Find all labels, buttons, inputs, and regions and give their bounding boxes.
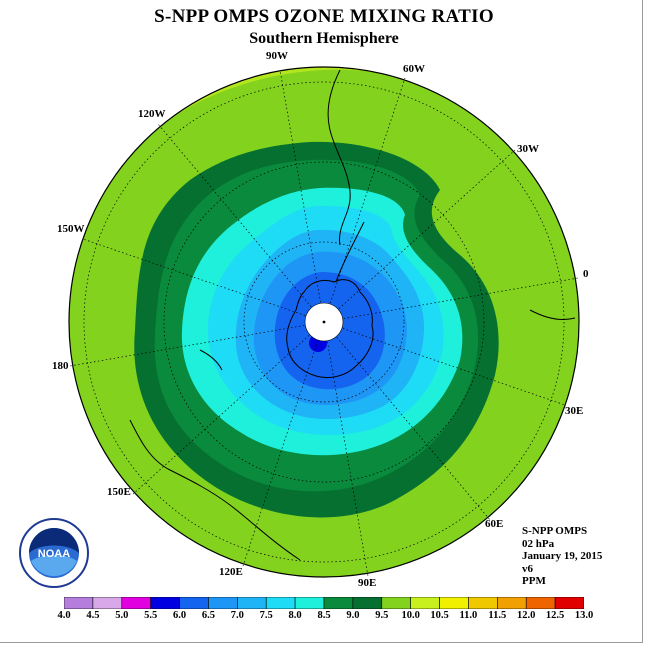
logo-text: NOAA	[38, 548, 70, 560]
lon-label-90w: 90W	[266, 50, 288, 62]
info-block: S-NPP OMPS 02 hPa January 19, 2015 v6 PP…	[522, 525, 602, 588]
colorbar-tick-label: 11.0	[459, 610, 478, 621]
colorbar-tick-label: 6.5	[201, 610, 215, 621]
colorbar-tick-label: 5.0	[115, 610, 129, 621]
info-instrument: S-NPP OMPS	[522, 525, 588, 537]
map-subtitle: Southern Hemisphere	[249, 30, 399, 47]
lon-label-120e: 120E	[219, 566, 243, 578]
lon-label-90e: 90E	[358, 577, 377, 589]
colorbar-tick-label: 7.5	[259, 610, 273, 621]
colorbar-swatch	[439, 597, 469, 609]
colorbar-tick-label: 13.0	[574, 610, 594, 621]
colorbar-tick-label: 9.0	[346, 610, 360, 621]
colorbar-swatch	[410, 597, 440, 609]
meridian-line	[323, 77, 406, 323]
colorbar-swatch	[554, 597, 584, 609]
colorbar-tick-label: 4.0	[57, 610, 71, 621]
info-level: 02 hPa	[522, 537, 555, 550]
colorbar-tick-label: 4.5	[86, 610, 100, 621]
latitude-circle	[83, 81, 565, 563]
antarctic-peninsula	[335, 221, 365, 283]
meridian-line	[323, 321, 491, 521]
colorbar-swatch	[121, 597, 151, 609]
info-version: v6	[522, 562, 533, 575]
colorbar-swatch	[497, 597, 527, 609]
colorbar-swatch	[525, 597, 556, 609]
lon-label-60w: 60W	[403, 63, 425, 75]
meridian-line	[82, 238, 325, 323]
noaa-logo-icon: NOAA	[19, 518, 89, 588]
lon-label-0: 0	[583, 268, 589, 280]
meridian-line	[323, 321, 566, 406]
colorbar-swatch	[150, 597, 180, 609]
colorbar-tick-label: 12.0	[517, 610, 536, 621]
colorbar-tick-label: 9.5	[375, 610, 389, 621]
lon-label-60e: 60E	[485, 518, 504, 530]
colorbar-swatch	[381, 597, 411, 609]
colorbar-tick-label: 8.5	[317, 610, 331, 621]
colorbar-swatch	[323, 597, 354, 609]
colorbar-swatch	[265, 597, 296, 609]
antarctica-coast	[286, 279, 374, 379]
meridian-line	[323, 149, 516, 323]
colorbar-swatch	[352, 597, 383, 609]
colorbar-tick-label: 8.0	[288, 610, 302, 621]
meridian-line	[157, 123, 325, 323]
south-america-coast	[327, 69, 351, 246]
graticule	[69, 69, 579, 577]
info-units: PPM	[522, 575, 546, 587]
meridian-line	[279, 69, 325, 323]
lon-label-120w: 120W	[138, 108, 166, 120]
meridian-line	[323, 321, 369, 577]
meridian-line	[242, 321, 325, 567]
colorbar-tick-label: 5.5	[144, 610, 158, 621]
colorbar-swatch	[92, 597, 123, 609]
lon-label-30w: 30W	[517, 143, 539, 155]
lon-label-150e: 150E	[107, 486, 131, 498]
map-border	[68, 66, 580, 578]
colorbar-tick-label: 7.0	[230, 610, 244, 621]
australia-coast	[129, 419, 301, 561]
meridian-line	[132, 321, 325, 495]
colorbar-swatch	[468, 597, 498, 609]
info-date: January 19, 2015	[522, 550, 603, 562]
colorbar-tick-label: 6.0	[173, 610, 187, 621]
map-title: S-NPP OMPS OZONE MIXING RATIO	[154, 6, 494, 27]
colorbar-swatch	[237, 597, 267, 609]
colorbar-swatch	[64, 597, 94, 609]
south-pole-marker	[322, 320, 326, 324]
meridian-line	[323, 277, 579, 323]
coastlines	[129, 69, 576, 561]
colorbar-tick-label: 11.5	[488, 610, 507, 621]
lon-label-180: 180	[52, 360, 69, 372]
colorbar-swatch	[179, 597, 209, 609]
colorbar-tick-label: 10.5	[430, 610, 449, 621]
colorbar-tick-label: 12.5	[545, 610, 565, 621]
lon-label-30e: 30E	[565, 405, 584, 417]
latitude-circle	[163, 161, 485, 483]
new-zealand-coast	[199, 349, 223, 371]
lon-label-150w: 150W	[57, 223, 85, 235]
colorbar-tick-label: 10.0	[401, 610, 420, 621]
africa-tip-coast	[529, 309, 576, 321]
colorbar-swatch	[208, 597, 238, 609]
colorbar-swatch	[294, 597, 325, 609]
meridian-line	[69, 321, 325, 367]
latitude-circle	[243, 241, 405, 403]
colorbar	[64, 597, 584, 609]
